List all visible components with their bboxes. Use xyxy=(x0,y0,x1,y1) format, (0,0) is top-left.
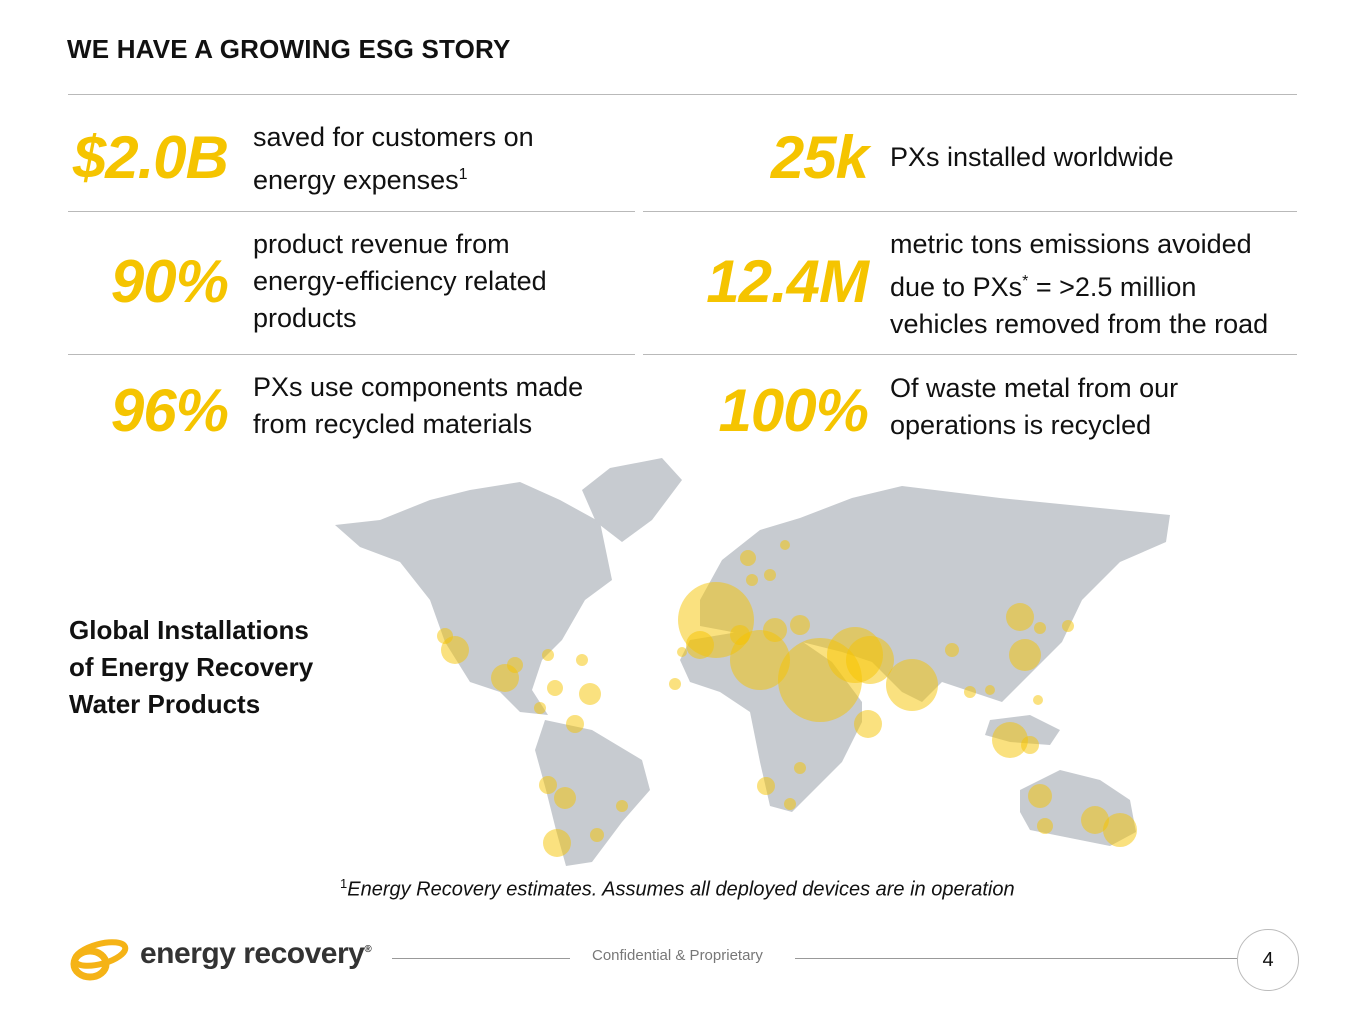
stat-value-revenue: 90% xyxy=(110,248,229,315)
stat-value-emissions: 12.4M xyxy=(706,248,869,315)
installation-bubble xyxy=(780,540,790,550)
installation-bubble xyxy=(784,798,796,810)
slide-title: WE HAVE A GROWING ESG STORY xyxy=(67,34,511,64)
greenland xyxy=(582,458,682,542)
stat-desc-revenue: product revenue from energy-efficiency re… xyxy=(253,229,547,333)
installation-bubble xyxy=(1103,813,1137,847)
installation-bubble xyxy=(886,659,938,711)
installation-bubble xyxy=(566,715,584,733)
divider xyxy=(68,354,635,355)
installation-bubble xyxy=(757,777,775,795)
south-america xyxy=(535,720,650,866)
installation-bubble xyxy=(1062,620,1074,632)
divider xyxy=(68,211,635,212)
footer-line xyxy=(392,958,570,959)
confidential-label: Confidential & Proprietary xyxy=(592,947,763,964)
installation-bubble xyxy=(1006,603,1034,631)
stat-value-installed: 25k xyxy=(770,124,869,191)
installation-bubble xyxy=(669,678,681,690)
energy-recovery-logo-icon xyxy=(70,939,129,981)
installation-bubble xyxy=(554,787,576,809)
installation-bubble xyxy=(507,657,523,673)
installation-bubble xyxy=(1081,806,1109,834)
stat-desc-emissions: metric tons emissions avoided due to PXs*… xyxy=(890,229,1269,339)
stat-value-waste: 100% xyxy=(718,377,869,444)
installation-bubble xyxy=(964,686,976,698)
stat-value-savings: $2.0B xyxy=(72,124,229,191)
stat-desc-savings: saved for customers on energy expenses1 xyxy=(253,122,534,195)
divider xyxy=(643,354,1297,355)
stat-desc-recycled: PXs use components made from recycled mat… xyxy=(253,372,584,439)
footer-line xyxy=(795,958,1237,959)
installation-bubble xyxy=(790,615,810,635)
installation-bubble xyxy=(730,630,790,690)
installation-bubble xyxy=(992,722,1028,758)
installation-bubble xyxy=(1028,784,1052,808)
stat-value-recycled: 96% xyxy=(110,377,229,444)
eurasia xyxy=(700,486,1170,702)
page-number: 4 xyxy=(1237,929,1299,991)
installation-bubble xyxy=(740,550,756,566)
installation-bubble xyxy=(616,800,628,812)
installation-bubble xyxy=(1037,818,1053,834)
installation-bubble xyxy=(764,569,776,581)
installation-bubble xyxy=(846,636,894,684)
installation-bubble xyxy=(437,628,453,644)
installation-bubbles xyxy=(437,540,1137,857)
installation-bubble xyxy=(794,762,806,774)
map-caption: Global Installations of Energy Recovery Wa… xyxy=(69,615,314,719)
north-america xyxy=(335,482,612,715)
installation-bubble xyxy=(1021,736,1039,754)
stat-desc-waste: Of waste metal from our operations is rec… xyxy=(890,373,1179,440)
installation-bubble xyxy=(945,643,959,657)
divider xyxy=(643,211,1297,212)
installation-bubble xyxy=(576,654,588,666)
installation-bubble xyxy=(543,829,571,857)
installation-bubble xyxy=(534,702,546,714)
divider xyxy=(68,94,1297,95)
installation-bubble xyxy=(763,618,787,642)
installation-bubble xyxy=(1033,695,1043,705)
installation-bubble xyxy=(854,710,882,738)
installation-bubble xyxy=(730,625,750,645)
installation-bubble xyxy=(542,649,554,661)
installation-bubble xyxy=(590,828,604,842)
installation-bubble xyxy=(686,631,714,659)
installation-bubble xyxy=(746,574,758,586)
installation-bubble xyxy=(677,647,687,657)
installation-bubble xyxy=(579,683,601,705)
footnote: 1Energy Recovery estimates. Assumes all … xyxy=(340,876,1015,901)
installation-bubble xyxy=(1034,622,1046,634)
installation-bubble xyxy=(547,680,563,696)
installation-bubble xyxy=(1009,639,1041,671)
logo-text: energy recovery® xyxy=(140,937,372,970)
installation-bubble xyxy=(539,776,557,794)
installation-bubble xyxy=(985,685,995,695)
stat-desc-installed: PXs installed worldwide xyxy=(890,142,1174,172)
